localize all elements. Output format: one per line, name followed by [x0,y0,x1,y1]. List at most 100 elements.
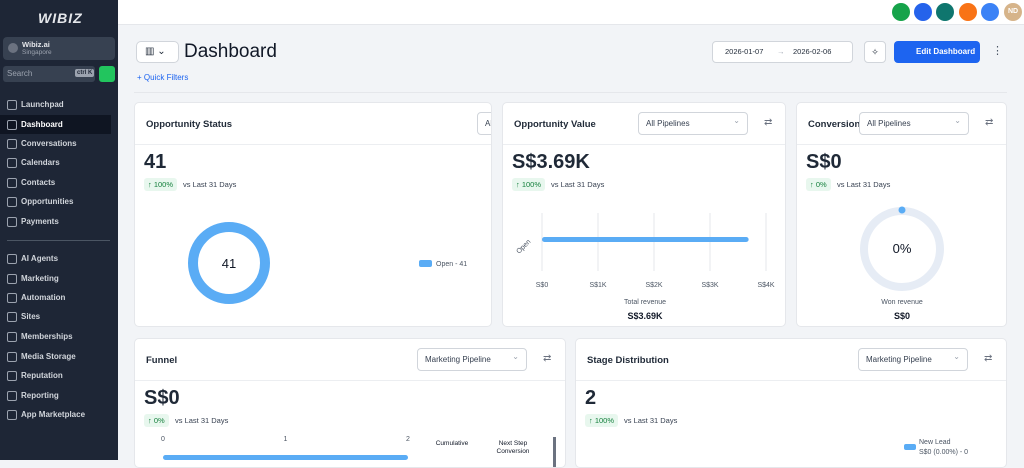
gauge-track [860,207,944,291]
x-tick-label: S$3K [701,282,718,289]
x-tick-label: S$0 [536,282,549,289]
card: Opportunity Value All Pipelines ⇄ S$3.69K ↑ … [502,102,786,327]
nav-item[interactable]: Sites [7,307,118,326]
nav-item[interactable]: Dashboard [0,115,111,134]
date-end: 2026-02-06 [793,47,832,56]
nav-item[interactable]: Reputation [7,366,118,385]
change-pill: ↑ 0% [144,414,169,427]
legend-label: Open - 41 [436,261,467,268]
more-button[interactable]: ⋮ [992,45,1003,57]
card: Opportunity StatusAll Pipelines⇄41↑ 100%… [134,102,492,327]
card: Funnel Marketing Pipeline ⇄ S$0 ↑ 0% vs Last … [134,338,566,468]
change-pill: ↑ 100% [144,178,178,191]
legend-swatch [419,260,432,267]
legend-label: S$0 (0.00%) - 0 [919,449,968,456]
quick-filters[interactable]: + Quick Filters [137,73,189,82]
ai-button[interactable] [914,3,932,21]
card-title: Opportunity Value [514,119,596,130]
account-icon [8,43,18,53]
layout-toggle[interactable]: ▥ ⌄ [136,41,179,63]
compare-text: vs Last 31 Days [624,416,678,425]
compare-text: vs Last 31 Days [837,180,891,189]
sidebar: WIBIZ Wibiz.ai Singapore Search ctrl K L… [0,0,118,460]
brand: WIBIZ [38,10,83,26]
change-pill: ↑ 100% [585,414,619,427]
compare-text: vs Last 31 Days [183,180,237,189]
card: Stage Distribution Marketing Pipeline ⇄ 2 ↑ … [575,338,1007,468]
nav-item[interactable]: AI Agents [7,249,118,268]
account-switcher[interactable]: Wibiz.ai Singapore [3,37,115,60]
card-title: Funnel [146,355,178,366]
pipeline-select[interactable]: All Pipelines [859,110,969,135]
topbar: ND [118,0,1024,25]
account-location: Singapore [22,49,52,56]
pipeline-select[interactable]: All Pipelines [638,110,748,135]
announce-button[interactable] [936,3,954,21]
legend-label: New Lead [919,439,951,446]
card-title: Opportunity Status [146,119,233,130]
pipeline-select[interactable]: Marketing Pipeline [858,346,968,371]
edit-dashboard-button[interactable]: Edit Dashboard [894,41,980,63]
metric-value: S$0 [144,387,180,409]
nav-item[interactable]: Launchpad [7,95,118,114]
swap-button[interactable]: ⇄ [984,353,993,364]
page-title: Dashboard [184,41,277,62]
card-title: Conversion [808,119,861,130]
footer-label: Won revenue [881,299,923,306]
card-title: Stage Distribution [587,355,669,366]
card-header: Opportunity Value All Pipelines ⇄ [503,103,785,145]
ai-insights-button[interactable]: ✧ [864,41,886,63]
donut-center: 41 [222,256,236,271]
x-tick-label: S$1K [589,282,606,289]
footer-value: S$3.69K [627,311,663,321]
change-pill: ↑ 100% [512,178,546,191]
nav-item[interactable]: Reporting [7,386,118,405]
date-start: 2026-01-07 [725,47,764,56]
bar [542,237,749,242]
card-header: Opportunity StatusAll Pipelines⇄ [135,103,491,145]
notifications-button[interactable] [959,3,977,21]
pipeline-select[interactable]: Marketing Pipeline [417,346,527,371]
metric-value: S$3.69K [512,151,590,173]
compare-text: vs Last 31 Days [175,416,229,425]
arrow: → [777,47,785,56]
phone-button[interactable] [892,3,910,21]
divider [134,92,1007,93]
nav-item[interactable]: Contacts [7,173,118,192]
swap-button[interactable]: ⇄ [764,117,773,128]
nav-item[interactable]: Marketing [7,269,118,288]
swap-button[interactable]: ⇄ [543,353,552,364]
date-range[interactable]: 2026-01-07 → 2026-02-06 [712,41,853,63]
scrollbar [553,437,556,467]
nav-item[interactable]: Memberships [7,327,118,346]
nav-item[interactable]: Payments [7,212,118,231]
nav-item[interactable]: Conversations [7,134,118,153]
donut [188,222,270,304]
x-tick-label: 1 [284,436,288,443]
compare-text: vs Last 31 Days [551,180,605,189]
column-header: Next Step Conversion [497,440,530,455]
nav-item[interactable]: App Marketplace [7,405,118,424]
axis-label: Open [515,238,532,255]
nav-item[interactable]: Automation [7,288,118,307]
metric-value: 41 [144,151,167,173]
swap-button[interactable]: ⇄ [985,117,994,128]
change-pill: ↑ 0% [806,178,831,191]
bar [163,455,408,460]
card-header: Funnel Marketing Pipeline ⇄ [135,339,565,381]
quick-add[interactable] [99,66,115,82]
footer-label: Total revenue [624,299,666,306]
card-header: Stage Distribution Marketing Pipeline ⇄ [576,339,1006,381]
gauge-dot [898,206,906,214]
nav-item[interactable]: Opportunities [7,192,118,211]
pipeline-select[interactable]: All Pipelines [477,112,491,135]
nav-item[interactable]: Media Storage [7,347,118,366]
metric-value: S$0 [806,151,842,173]
gauge-center: 0% [893,241,912,256]
help-button[interactable] [981,3,999,21]
nav-item[interactable]: Calendars [7,153,118,172]
avatar[interactable]: ND [1004,3,1022,21]
search[interactable]: Search ctrl K [3,66,95,82]
